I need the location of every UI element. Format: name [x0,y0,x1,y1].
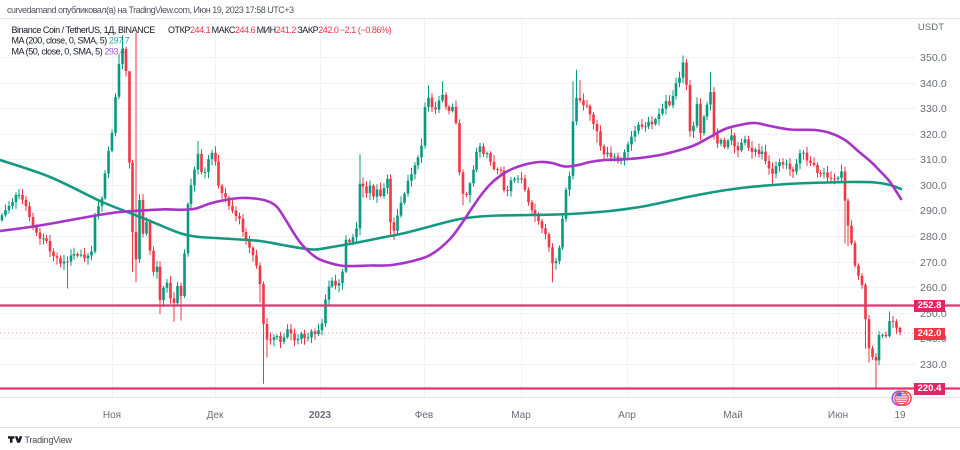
svg-text:Binance Coin / TetherUS, 1Д, B: Binance Coin / TetherUS, 1Д, BINANCE [12,25,156,35]
svg-text:TradingView: TradingView [25,435,73,445]
svg-text:ОТКР244.1 МАКС244.6 МИН241.2 З: ОТКР244.1 МАКС244.6 МИН241.2 ЗАКР242.0 −… [168,25,391,35]
svg-text:MA (200, close, 0, SMA, 5) 297: MA (200, close, 0, SMA, 5) 297.7 [12,36,130,46]
svg-text:MA (50, close, 0, SMA, 5) 293.: MA (50, close, 0, SMA, 5) 293.4 [12,47,126,57]
